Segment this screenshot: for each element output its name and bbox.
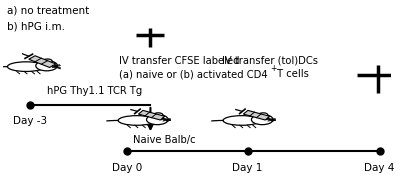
Circle shape: [252, 114, 273, 125]
Text: +: +: [270, 64, 276, 73]
Circle shape: [36, 61, 58, 71]
Text: Day 4: Day 4: [364, 163, 395, 173]
Point: [376, 149, 383, 152]
Text: Day -3: Day -3: [13, 116, 47, 126]
Polygon shape: [138, 110, 165, 120]
Point: [124, 149, 130, 152]
Circle shape: [43, 59, 52, 63]
Text: Day 0: Day 0: [112, 163, 142, 173]
Text: (a) naive or (b) activated CD4: (a) naive or (b) activated CD4: [119, 69, 268, 79]
Text: Naive Balb/c: Naive Balb/c: [133, 135, 196, 145]
Ellipse shape: [118, 116, 156, 125]
Text: IV transfer (tol)DCs: IV transfer (tol)DCs: [222, 56, 318, 66]
Circle shape: [154, 113, 163, 117]
Polygon shape: [29, 56, 56, 67]
Circle shape: [146, 114, 168, 125]
Text: a) no treatment: a) no treatment: [7, 5, 89, 16]
Polygon shape: [243, 110, 270, 120]
Ellipse shape: [223, 116, 260, 125]
Ellipse shape: [8, 62, 45, 71]
Text: IV transfer CFSE labeled: IV transfer CFSE labeled: [119, 56, 240, 66]
Text: hPG Thy1.1 TCR Tg: hPG Thy1.1 TCR Tg: [48, 86, 143, 96]
Text: b) hPG i.m.: b) hPG i.m.: [7, 21, 65, 31]
Text: T cells: T cells: [274, 69, 309, 79]
Circle shape: [258, 113, 268, 117]
Text: Day 1: Day 1: [232, 163, 263, 173]
Point: [244, 149, 251, 152]
Point: [27, 103, 33, 106]
